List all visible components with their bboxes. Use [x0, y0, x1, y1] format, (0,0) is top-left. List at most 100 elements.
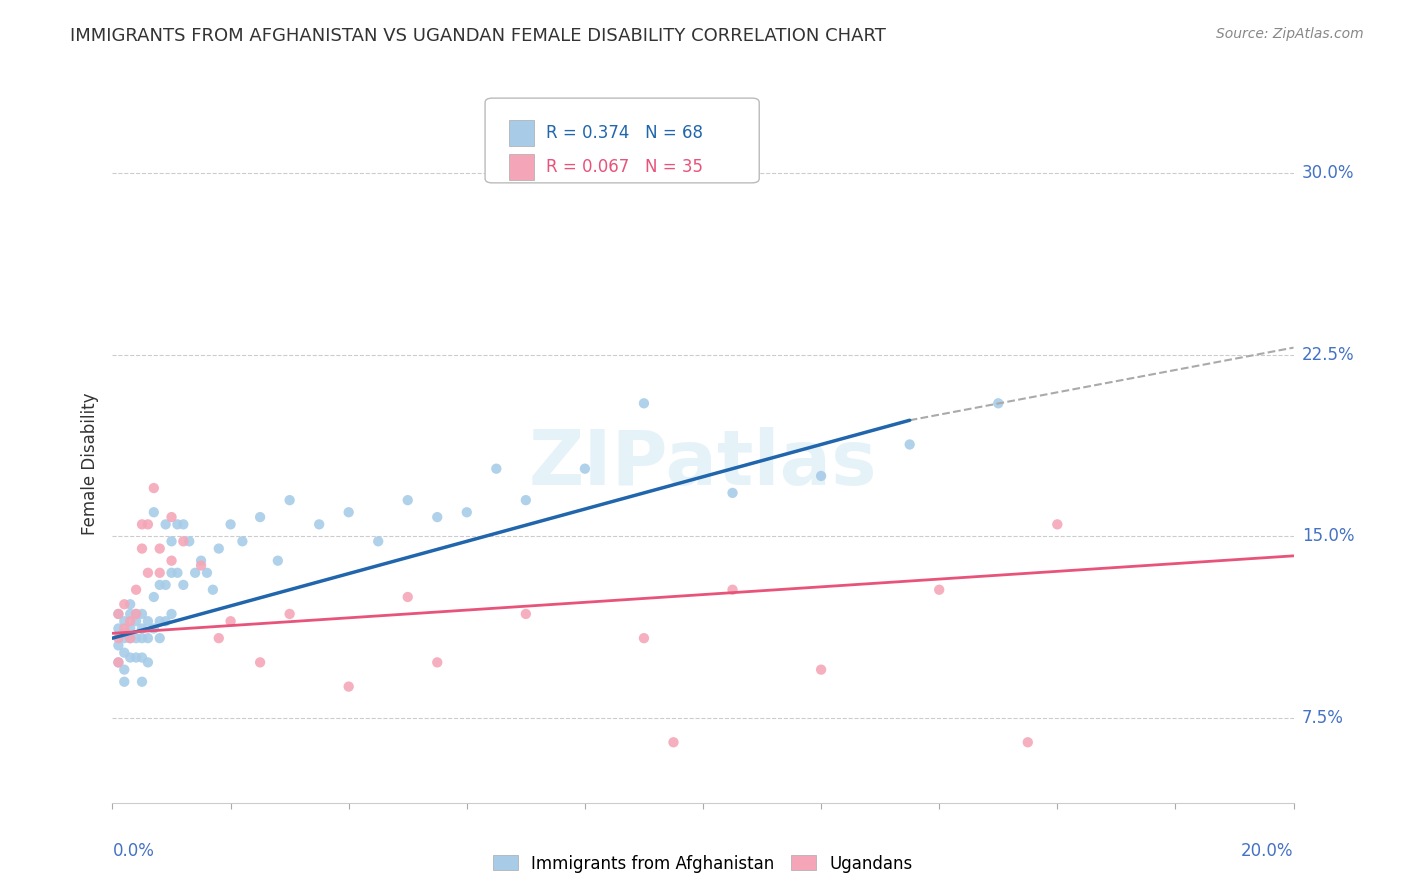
Point — [278, 607, 301, 621]
Point — [179, 534, 201, 549]
Point — [633, 396, 655, 410]
Point — [136, 656, 159, 670]
Point — [278, 493, 301, 508]
Point — [131, 622, 153, 636]
Point — [184, 566, 207, 580]
Point — [107, 622, 129, 636]
Point — [515, 493, 537, 508]
Point — [166, 517, 188, 532]
Point — [142, 622, 165, 636]
Point — [201, 582, 224, 597]
Point — [633, 631, 655, 645]
Point — [249, 510, 271, 524]
Point — [120, 631, 142, 645]
Y-axis label: Female Disability: Female Disability — [82, 392, 100, 535]
Point — [456, 505, 478, 519]
Point — [149, 578, 172, 592]
Text: IMMIGRANTS FROM AFGHANISTAN VS UGANDAN FEMALE DISABILITY CORRELATION CHART: IMMIGRANTS FROM AFGHANISTAN VS UGANDAN F… — [70, 27, 886, 45]
Point — [155, 517, 177, 532]
Point — [172, 534, 194, 549]
Point — [149, 541, 172, 556]
Point — [131, 674, 153, 689]
Point — [131, 517, 153, 532]
Text: Source: ZipAtlas.com: Source: ZipAtlas.com — [1216, 27, 1364, 41]
Point — [160, 510, 183, 524]
Point — [149, 566, 172, 580]
Point — [172, 517, 194, 532]
Point — [131, 541, 153, 556]
Point — [136, 517, 159, 532]
Point — [136, 566, 159, 580]
Point — [721, 486, 744, 500]
Point — [107, 631, 129, 645]
Point — [125, 631, 148, 645]
Point — [120, 597, 142, 611]
Point — [107, 639, 129, 653]
Point — [267, 554, 290, 568]
Point — [810, 663, 832, 677]
Point — [125, 650, 148, 665]
Point — [142, 590, 165, 604]
Point — [149, 614, 172, 628]
Point — [160, 607, 183, 621]
Point — [160, 566, 183, 580]
Text: ZIPatlas: ZIPatlas — [529, 427, 877, 500]
Point — [136, 614, 159, 628]
Point — [112, 674, 135, 689]
Point — [928, 582, 950, 597]
Point — [1046, 517, 1069, 532]
Point — [107, 607, 129, 621]
Text: 22.5%: 22.5% — [1302, 346, 1354, 364]
Point — [112, 663, 135, 677]
Text: R = 0.374   N = 68: R = 0.374 N = 68 — [546, 124, 703, 142]
Point — [515, 607, 537, 621]
Point — [426, 656, 449, 670]
Point — [160, 534, 183, 549]
Point — [120, 631, 142, 645]
Point — [396, 590, 419, 604]
Point — [810, 469, 832, 483]
Point — [1017, 735, 1039, 749]
Point — [898, 437, 921, 451]
Point — [149, 631, 172, 645]
Point — [112, 631, 135, 645]
Point — [219, 614, 242, 628]
Point — [987, 396, 1010, 410]
Point — [112, 614, 135, 628]
Point — [112, 597, 135, 611]
Point — [160, 554, 183, 568]
Point — [190, 554, 212, 568]
Point — [120, 607, 142, 621]
Point — [485, 461, 508, 475]
Point — [131, 607, 153, 621]
Point — [107, 656, 129, 670]
Point — [136, 631, 159, 645]
Point — [107, 607, 129, 621]
Point — [112, 646, 135, 660]
Text: 30.0%: 30.0% — [1302, 164, 1354, 182]
Point — [120, 650, 142, 665]
Point — [131, 631, 153, 645]
Point — [208, 631, 231, 645]
Point — [142, 505, 165, 519]
Text: 15.0%: 15.0% — [1302, 527, 1354, 546]
Point — [662, 735, 685, 749]
Text: 0.0%: 0.0% — [112, 842, 155, 860]
Point — [337, 680, 360, 694]
Point — [142, 481, 165, 495]
Point — [125, 607, 148, 621]
Legend: Immigrants from Afghanistan, Ugandans: Immigrants from Afghanistan, Ugandans — [486, 848, 920, 880]
Point — [172, 578, 194, 592]
Point — [231, 534, 253, 549]
Text: 20.0%: 20.0% — [1241, 842, 1294, 860]
Point — [107, 656, 129, 670]
Point — [120, 622, 142, 636]
Point — [112, 626, 135, 640]
Point — [249, 656, 271, 670]
Point — [190, 558, 212, 573]
Point — [112, 622, 135, 636]
Point — [125, 614, 148, 628]
Point — [195, 566, 218, 580]
Point — [155, 614, 177, 628]
Point — [337, 505, 360, 519]
